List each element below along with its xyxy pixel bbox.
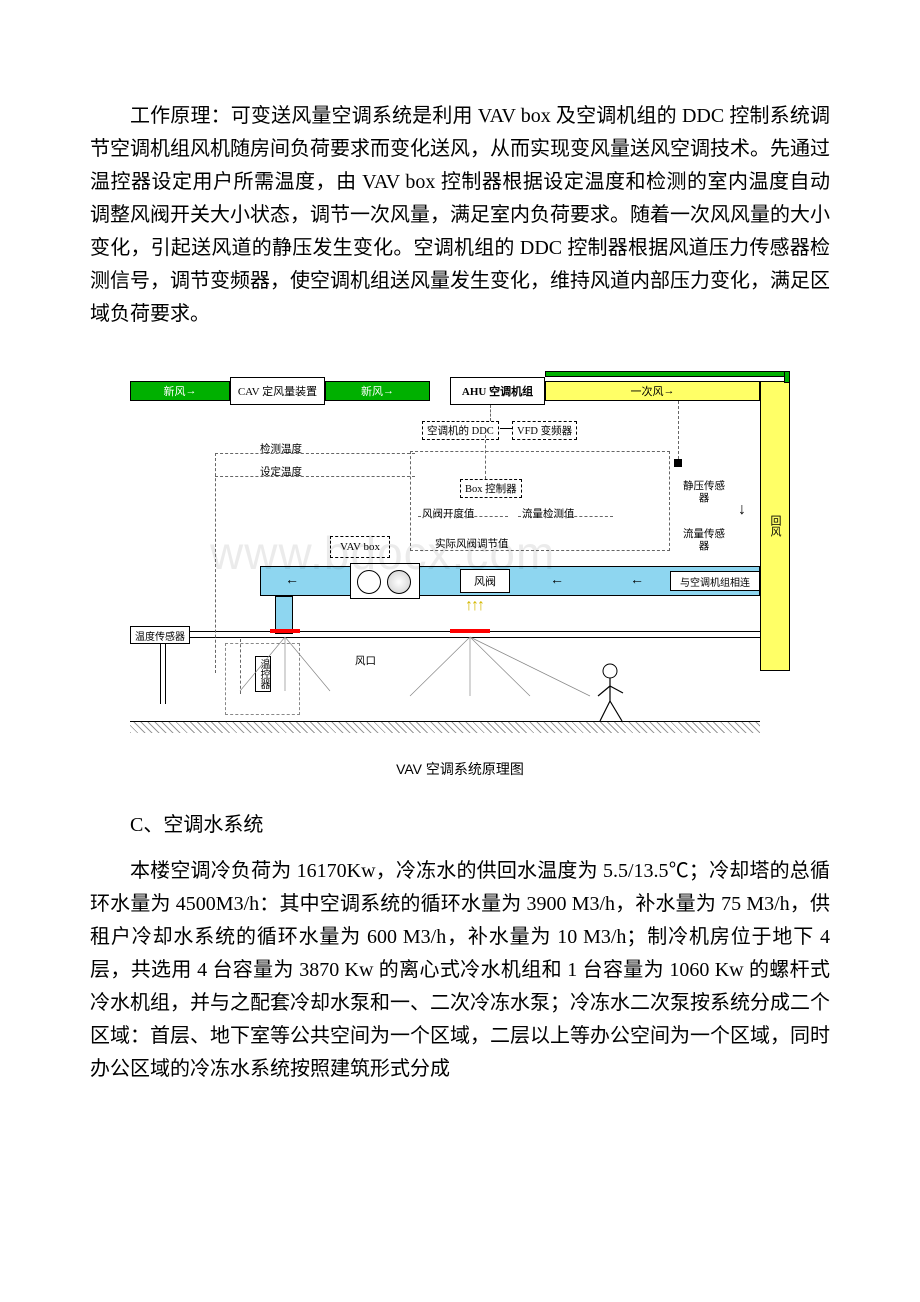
diagram-caption: VAV 空调系统原理图 <box>130 759 790 779</box>
label-shiji: 实际风阀调节值 <box>435 536 509 551</box>
diffuser-1 <box>270 629 300 633</box>
line-flow2 <box>518 516 613 517</box>
temp-sensor-label: 温度传感器 <box>130 626 190 644</box>
line-temp-up <box>215 453 216 673</box>
arrow-return-down: ↓ <box>738 501 746 519</box>
primary-air-duct-top: 一次风 → <box>545 381 760 401</box>
damper-box: 风阀 <box>460 569 510 593</box>
ahu-unit: AHU 空调机组 <box>450 377 545 405</box>
paragraph-1: 工作原理：可变送风量空调系统是利用 VAV box 及空调机组的 DDC 控制系… <box>90 100 830 331</box>
ceiling-line-1 <box>130 631 760 632</box>
arrow-up-yellow: ↑↑↑ <box>465 597 483 615</box>
line-sheding <box>215 476 415 477</box>
arrow-duct-left3: ← <box>630 573 644 589</box>
temp-sensor-stem2 <box>165 644 166 704</box>
label-fengkou: 风口 <box>355 653 376 668</box>
diffuser-2 <box>450 629 490 633</box>
static-pressure-sensor: 静压传感器 <box>682 481 726 504</box>
ceiling-line-2 <box>130 637 760 638</box>
fresh-air-duct-2: 新风 → <box>325 381 430 401</box>
line-ddc-ahu <box>490 405 491 421</box>
section-c-header: C、空调水系统 <box>90 809 830 841</box>
line-box-up <box>485 435 486 479</box>
vav-diagram: 新风 → CAV 定风量装置 新风 → AHU 空调机组 一次风 → 回风 空调… <box>130 371 790 751</box>
fan-housing <box>350 563 420 599</box>
box-controller: Box 控制器 <box>460 479 522 498</box>
label-xinfeng1: 新风 <box>164 383 186 399</box>
temp-sensor-stem <box>160 644 161 704</box>
ddc-box: 空调机的 DDC <box>422 421 499 440</box>
vfd-box: VFD 变频器 <box>512 421 577 440</box>
pressure-sensor-dot <box>674 459 682 467</box>
line-jiance <box>215 453 415 454</box>
label-liuliangjc: 流量检测值 <box>522 506 575 521</box>
arrow-duct-left2: ← <box>550 573 564 589</box>
arrow-duct-left: ← <box>285 573 299 589</box>
room-dash <box>225 643 300 715</box>
label-xinfeng2: 新风 <box>361 383 383 399</box>
cav-device: CAV 定风量装置 <box>230 377 325 405</box>
line-ddc-vfd <box>500 428 512 429</box>
return-air-duct-vert: 回风 <box>760 381 790 671</box>
return-duct-corner <box>784 371 790 383</box>
line-pressure <box>678 401 679 459</box>
label-xianglian: 与空调机组相连 <box>670 571 760 591</box>
floor-hatch <box>130 721 760 733</box>
return-duct-top <box>545 371 790 377</box>
flow-sensor: 流量传感器 <box>682 529 726 552</box>
line-flow1 <box>418 516 508 517</box>
vav-box-label: VAV box <box>330 536 390 558</box>
diagram-container: 新风 → CAV 定风量装置 新风 → AHU 空调机组 一次风 → 回风 空调… <box>130 371 790 779</box>
label-fakaidu: 风阀开度值 <box>422 506 475 521</box>
fresh-air-duct-1: 新风 → <box>130 381 230 401</box>
paragraph-2: 本楼空调冷负荷为 16170Kw，冷冻水的供回水温度为 5.5/13.5℃；冷却… <box>90 855 830 1086</box>
